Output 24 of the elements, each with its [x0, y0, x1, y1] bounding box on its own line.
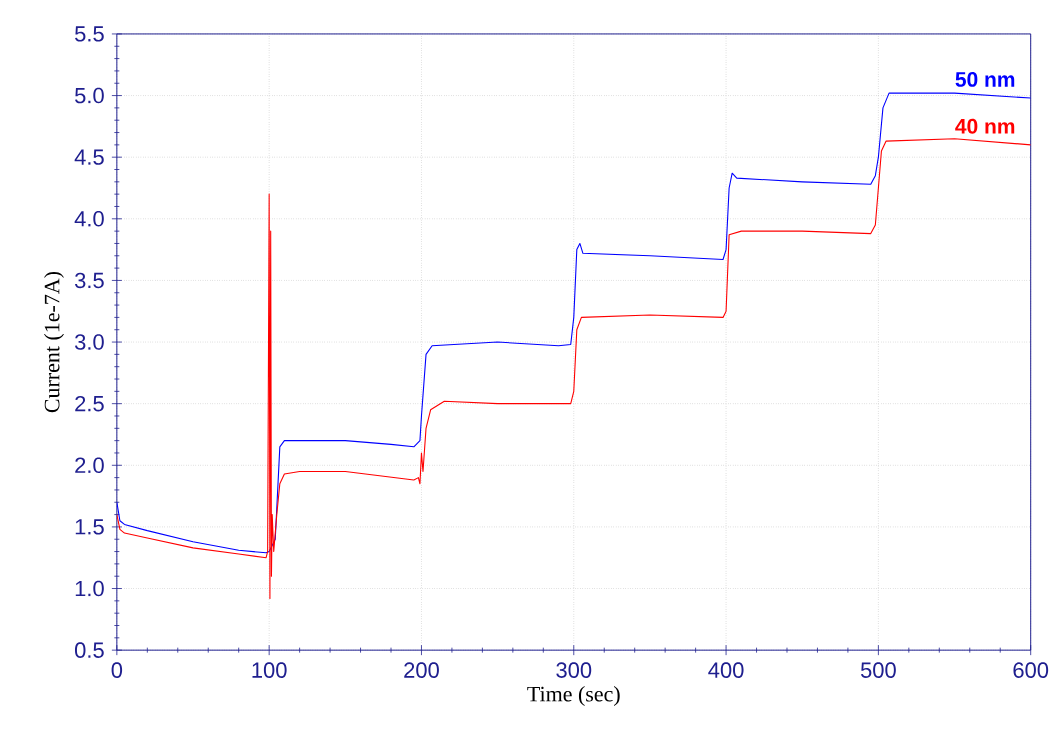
x-tick-label: 100 [252, 662, 287, 678]
x-tick-label: 600 [1013, 662, 1049, 678]
y-axis-title: Current (1e-7A) [44, 271, 64, 413]
y-tick-label: 1.5 [75, 519, 104, 535]
x-tick-label: 200 [404, 662, 439, 678]
series-label: 50 nm [955, 71, 1015, 87]
y-tick-label: 4.0 [74, 211, 104, 227]
x-axis-title: Time (sec) [527, 686, 620, 706]
y-tick-label: 0.5 [74, 642, 104, 658]
line-series [116, 138, 1031, 599]
y-tick-label: 2.0 [75, 457, 104, 474]
y-tick-label: 3.0 [74, 334, 104, 350]
line-series [116, 92, 1031, 554]
y-tick-label: 4.5 [74, 149, 104, 165]
y-tick-label: 5.5 [75, 26, 104, 42]
x-tick-label: 300 [556, 662, 592, 678]
series-label: 40 nm [955, 118, 1015, 134]
y-tick-label: 1.0 [75, 580, 104, 597]
x-tick-label: 0 [111, 662, 123, 678]
y-tick-label: 5.0 [75, 87, 104, 104]
y-tick-label: 3.5 [74, 272, 104, 289]
x-tick-label: 500 [860, 662, 896, 678]
y-tick-label: 2.5 [75, 395, 104, 412]
x-tick-label: 400 [708, 662, 744, 678]
